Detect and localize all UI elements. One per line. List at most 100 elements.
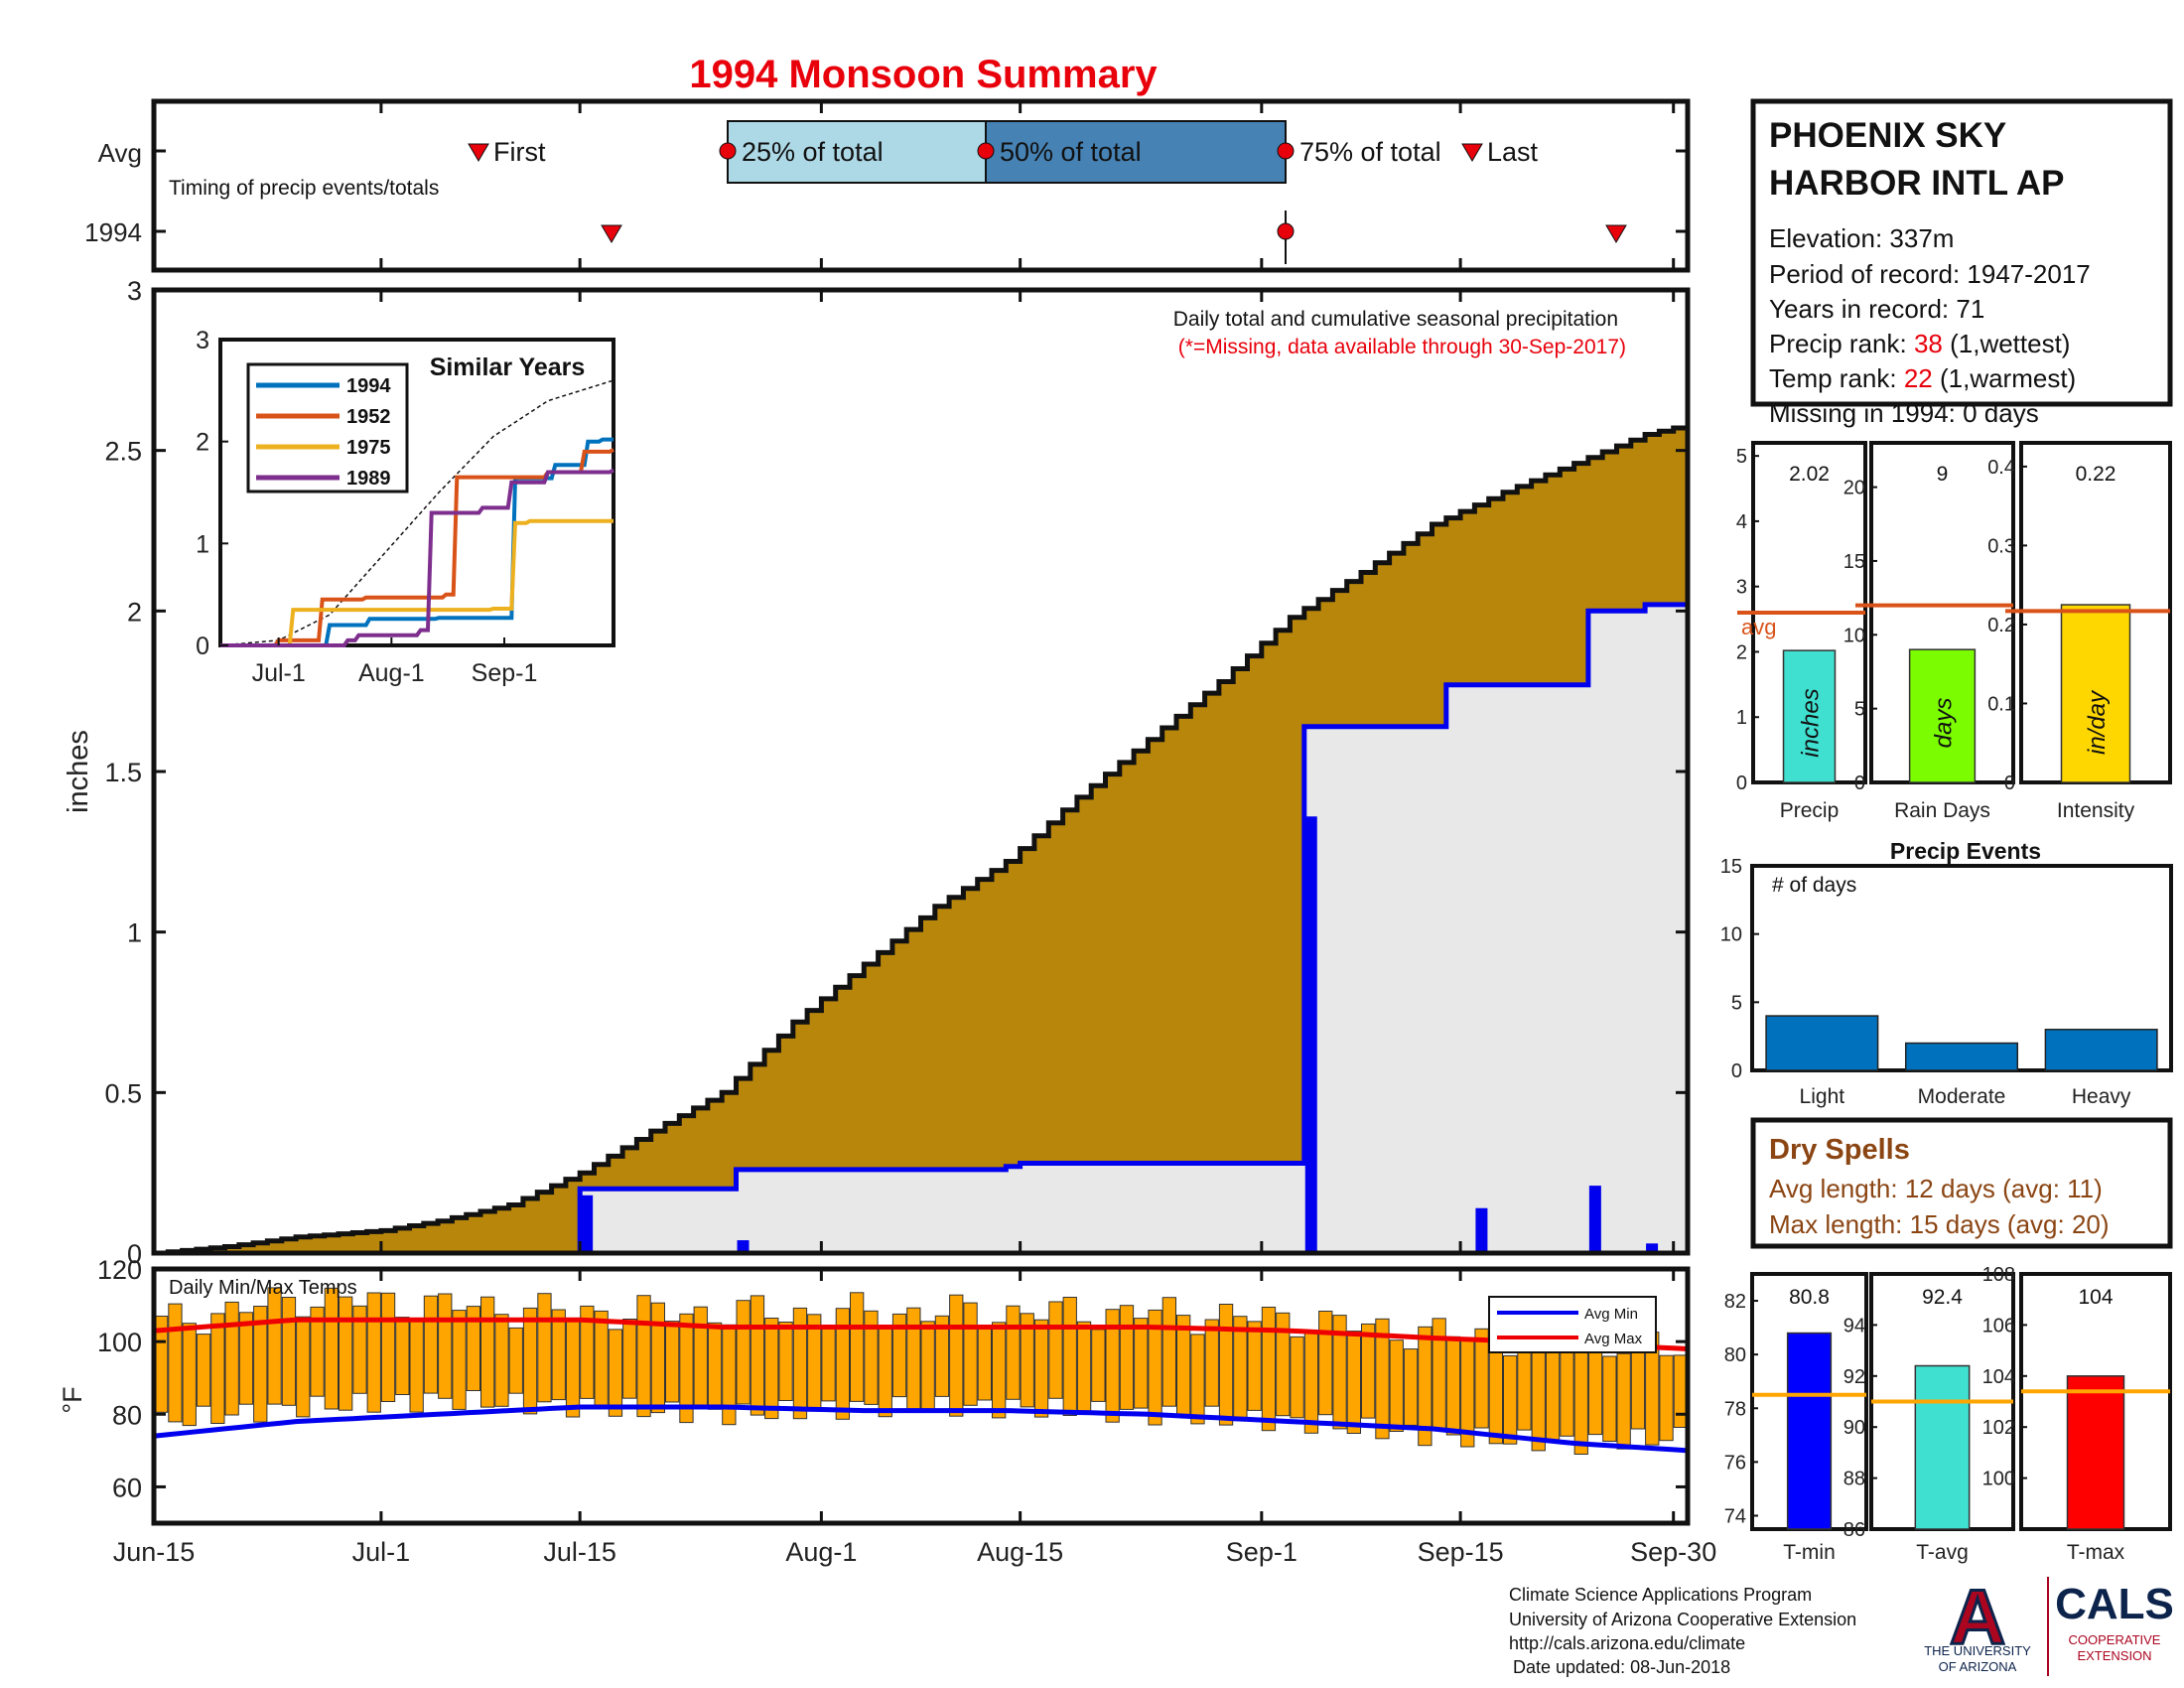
station-period: Period of record: 1947-2017 — [1769, 259, 2091, 289]
main-y-tick-label: 3 — [127, 276, 142, 306]
daily-temp-bar — [196, 1334, 211, 1407]
ua-block-a: A — [1950, 1573, 2005, 1660]
main-annotation: Daily total and cumulative seasonal prec… — [1173, 308, 1618, 331]
main-y-tick-label: 2.5 — [104, 437, 142, 467]
inset-y-tick-label: 1 — [196, 530, 209, 558]
daily-temp-bar — [1134, 1318, 1149, 1409]
daily-temp-bar — [1375, 1318, 1390, 1440]
temp-summary-value-1: 92.4 — [1922, 1286, 1963, 1309]
missing-note: (*=Missing, data available through 30-Se… — [1178, 336, 1626, 358]
timing-box-50-75 — [985, 120, 1287, 184]
temp-panel-label: Daily Min/Max Temps — [169, 1277, 357, 1299]
temp-summary-tick-label-2: 106 — [1982, 1315, 2015, 1336]
legend-label-1952: 1952 — [346, 406, 391, 428]
temp-summary-tick-label-1: 86 — [1843, 1519, 1865, 1541]
avg-50-marker — [977, 142, 995, 160]
daily-temp-bar — [792, 1307, 808, 1420]
daily-temp-bar — [878, 1327, 892, 1418]
dry-spells-box: Dry Spells Avg length: 12 days (avg: 11)… — [1750, 1117, 2173, 1249]
summary-bar-0 — [1782, 649, 1837, 783]
daily-temp-bar — [324, 1287, 340, 1410]
daily-temp-bar — [1048, 1301, 1063, 1399]
daily-temp-bar — [835, 1308, 851, 1420]
main-series — [154, 424, 1691, 1256]
daily-temp-bar — [352, 1305, 367, 1394]
daily-temp-bar — [736, 1300, 751, 1405]
temp-summary-value-2: 104 — [2078, 1286, 2113, 1309]
inset-x-tick-label: Aug-1 — [358, 659, 425, 687]
legend-avg-min: Avg Min — [1584, 1306, 1638, 1323]
daily-temp-bar — [1247, 1321, 1262, 1411]
events-y-tick-label: 15 — [1720, 856, 1742, 878]
events-bar-Moderate — [1904, 1042, 2019, 1071]
temp-rank-note: (1,warmest) — [1933, 363, 2076, 393]
timing-box-25-50 — [727, 120, 987, 184]
daily-temp-bar — [1488, 1338, 1503, 1445]
date-tick-label: Jun-15 — [113, 1537, 196, 1567]
similar-years-inset: Similar Years 1994 1952 1975 1989 0 1 2 3 Jul-1… — [196, 327, 615, 687]
footer-line2: University of Arizona Cooperative Extens… — [1509, 1610, 1856, 1629]
daily-temp-bar — [210, 1313, 225, 1425]
summary-tick-label-0: 0 — [1736, 773, 1747, 794]
summary-tick-label-0: 5 — [1736, 446, 1747, 468]
daily-temp-bar — [1346, 1331, 1361, 1434]
avg-75-marker — [1277, 142, 1295, 160]
events-bar-Light — [1765, 1015, 1879, 1071]
avg-75-label: 75% of total — [1299, 137, 1441, 167]
temp-legend: Avg Min Avg Max — [1488, 1296, 1657, 1353]
summary-tick-label-1: 0 — [1854, 773, 1865, 794]
inset-x-tick-label: Jul-1 — [252, 659, 306, 687]
daily-temp-bar — [821, 1325, 836, 1402]
daily-temp-bar — [963, 1302, 978, 1406]
daily-temp-bar — [339, 1296, 353, 1411]
temperature-chart: 60 80 100 120 Daily Min/Max Temps °F Avg Mi… — [58, 1255, 1716, 1567]
events-y-tick-label: 0 — [1731, 1060, 1742, 1082]
avg-25-label: 25% of total — [742, 137, 884, 167]
daily-temp-bar — [778, 1322, 793, 1401]
daily-temp-bar — [253, 1306, 268, 1423]
daily-temp-bar — [622, 1319, 637, 1399]
summary-tick-label-1: 5 — [1854, 699, 1865, 721]
daily-temp-bar — [466, 1306, 481, 1391]
daily-temp-bar — [182, 1323, 197, 1427]
temp-summary-bar-0 — [1786, 1332, 1833, 1530]
daily-temp-bar — [168, 1303, 183, 1423]
legend-avg-max: Avg Max — [1584, 1331, 1643, 1347]
cals-text-line2: EXTENSION — [2077, 1648, 2151, 1663]
daily-temp-bar — [1148, 1309, 1162, 1426]
daily-temp-bar — [1659, 1354, 1674, 1442]
daily-temp-bar — [1503, 1354, 1518, 1445]
university-of-arizona-logo: A THE UNIVERSITY OF ARIZONA — [1924, 1572, 2031, 1675]
daily-temp-bar — [281, 1297, 297, 1406]
precip-rank-note: (1,wettest) — [1943, 329, 2071, 358]
date-tick-label: Sep-30 — [1630, 1537, 1716, 1567]
timing-row-label-year: 1994 — [84, 217, 142, 247]
legend-label-1975: 1975 — [346, 437, 391, 459]
temp-y-axis: 60 80 100 120 — [97, 1255, 1688, 1502]
summary-tick-label-0: 3 — [1736, 577, 1747, 599]
temp-summary-tick-label-0: 80 — [1724, 1344, 1746, 1366]
summary-unit-1: days — [1931, 698, 1958, 749]
summary-tick-label-2: 0.2 — [1987, 615, 2015, 636]
inset-series-1989 — [220, 468, 614, 647]
footer-line1: Climate Science Applications Program — [1509, 1585, 1812, 1605]
daily-temp-bar — [977, 1327, 993, 1401]
daily-temp-bar — [395, 1317, 410, 1395]
daily-temp-bar — [1616, 1352, 1631, 1450]
temp-summary-tick-label-1: 94 — [1843, 1315, 1865, 1336]
temp-summary-tick-label-1: 88 — [1843, 1469, 1865, 1490]
daily-temp-bar — [1560, 1349, 1574, 1437]
daily-temp-bar — [1190, 1334, 1205, 1425]
daily-precip-bar — [581, 1195, 594, 1253]
temp-summary-tick-label-2: 100 — [1982, 1469, 2015, 1490]
year-cumulative-line — [154, 602, 1688, 1256]
summary-tick-label-2: 0.1 — [1987, 693, 2015, 715]
precip-events-panel: Precip Events # of days 0 5 10 15 Light Moder… — [1720, 838, 2173, 1108]
daily-temp-bar — [1573, 1339, 1588, 1455]
inset-legend-items: 1994 1952 1975 1989 — [256, 375, 391, 490]
daily-temp-bar — [296, 1316, 311, 1418]
temp-summary-bar-2 — [2066, 1375, 2125, 1530]
summary-tick-label-1: 10 — [1843, 625, 1865, 646]
inset-x-tick-label: Sep-1 — [472, 659, 538, 687]
date-tick-label: Sep-1 — [1226, 1537, 1297, 1567]
